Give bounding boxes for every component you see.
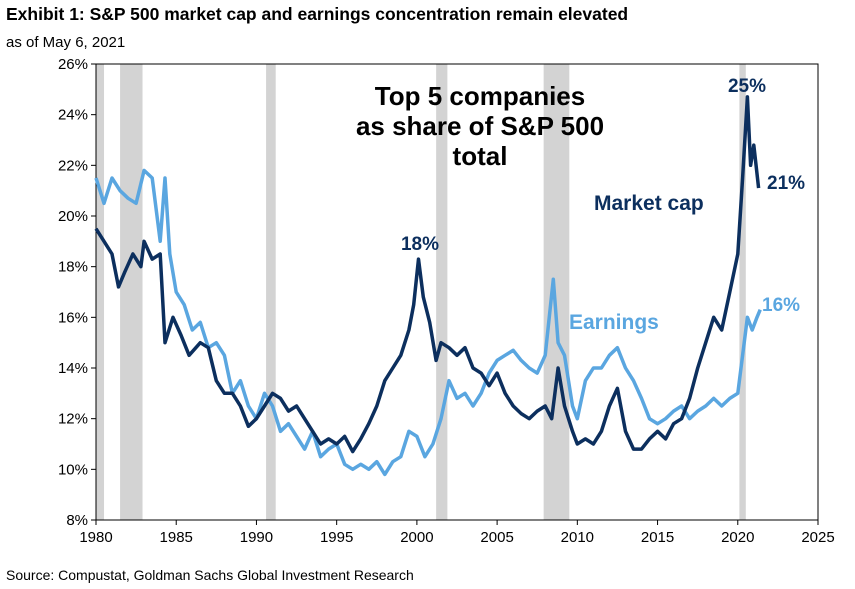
x-tick-label: 1985 <box>160 529 193 546</box>
x-tick-label: 2005 <box>480 529 513 546</box>
annotation-last-earnings: 16% <box>762 295 800 316</box>
recession-band-1 <box>120 64 143 520</box>
y-tick-label: 10% <box>58 461 88 478</box>
y-tick-label: 14% <box>58 360 88 377</box>
x-tick-label: 1990 <box>240 529 273 546</box>
recession-band-5 <box>739 64 746 520</box>
x-tick-label: 1995 <box>320 529 353 546</box>
y-axis: 8% 10% 12% 14% 16% 18% 20% 22% 24% 26% <box>58 56 96 529</box>
x-tick-label: 2000 <box>400 529 433 546</box>
y-tick-label: 26% <box>58 56 88 73</box>
annotation-last-market-cap: 21% <box>767 173 805 194</box>
market-cap-line <box>94 95 761 454</box>
recession-band-4 <box>543 64 570 520</box>
earnings-line <box>94 168 762 477</box>
x-tick-label: 1980 <box>79 529 112 546</box>
y-tick-label: 24% <box>58 107 88 124</box>
chart-inner-title-line: as share of S&P 500 <box>356 111 604 141</box>
x-tick-label: 2010 <box>561 529 594 546</box>
chart-inner-title: Top 5 companies as share of S&P 500 total <box>356 81 604 171</box>
y-tick-label: 12% <box>58 411 88 428</box>
y-tick-label: 8% <box>66 512 88 529</box>
recession-band-0 <box>96 64 105 520</box>
y-tick-label: 22% <box>58 157 88 174</box>
y-tick-label: 20% <box>58 208 88 225</box>
chart-title: Exhibit 1: S&P 500 market cap and earnin… <box>6 4 629 24</box>
chart-subtitle: as of May 6, 2021 <box>6 34 126 51</box>
x-tick-label: 2025 <box>801 529 834 546</box>
chart-inner-title-line: total <box>453 141 508 171</box>
recession-bands <box>96 64 746 520</box>
recession-band-2 <box>266 64 276 520</box>
label-earnings: Earnings <box>569 311 659 334</box>
recession-band-3 <box>436 64 448 520</box>
annotation-peak-2020: 25% <box>728 76 766 97</box>
y-tick-label: 16% <box>58 309 88 326</box>
x-tick-label: 2020 <box>721 529 754 546</box>
chart-inner-title-line: Top 5 companies <box>375 81 585 111</box>
annotation-peak-2000: 18% <box>401 234 439 255</box>
x-tick-label: 2015 <box>641 529 674 546</box>
y-tick-label: 18% <box>58 259 88 276</box>
label-market-cap: Market cap <box>594 192 704 215</box>
source-note: Source: Compustat, Goldman Sachs Global … <box>6 567 414 583</box>
plot-area <box>95 63 819 521</box>
x-axis: 1980 1985 1990 1995 2000 2005 2010 2015 2020 2025 <box>79 520 835 546</box>
